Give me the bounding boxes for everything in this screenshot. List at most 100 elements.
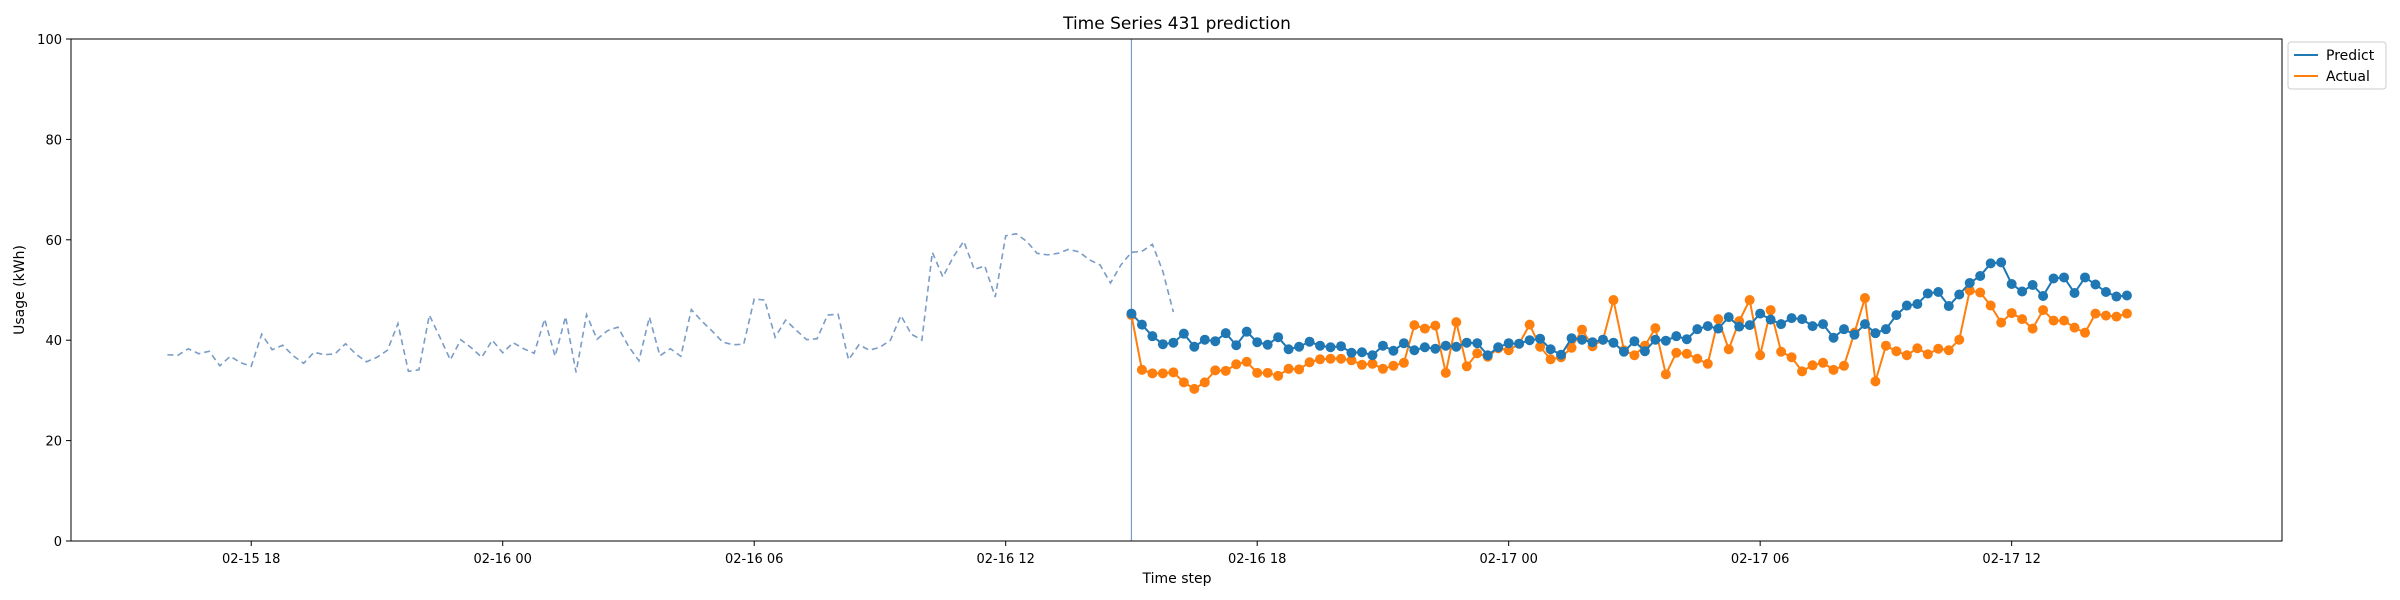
predict-point [1377, 340, 1388, 351]
x-tick-label: 02-17 12 [1982, 552, 2040, 567]
predict-point [1419, 342, 1430, 353]
predict-point [1514, 338, 1525, 349]
actual-point [1461, 361, 1472, 372]
x-tick-label: 02-17 00 [1479, 552, 1537, 567]
actual-point [1859, 293, 1870, 304]
predict-point [1933, 287, 1944, 298]
predict-point [1315, 340, 1326, 351]
actual-point [1818, 357, 1829, 368]
predict-point [1451, 341, 1462, 352]
predict-point [2038, 291, 2049, 302]
actual-point [1283, 363, 1294, 374]
actual-point [1660, 369, 1671, 380]
actual-point [1870, 376, 1881, 387]
predict-point [1472, 338, 1483, 349]
predict-point [1157, 339, 1168, 350]
x-tick-label: 02-16 18 [1228, 552, 1286, 567]
predict-point [1964, 277, 1975, 288]
actual-point [1409, 320, 1420, 331]
y-tick-label: 0 [54, 535, 62, 550]
predict-point [1283, 344, 1294, 355]
predict-point [2069, 288, 2080, 299]
predict-point [2006, 278, 2017, 289]
actual-point [2017, 314, 2028, 325]
x-axis-label: Time step [1142, 571, 1212, 587]
actual-point [1262, 367, 1273, 378]
actual-point [1241, 356, 1252, 367]
actual-point [1178, 377, 1189, 388]
actual-point [1629, 350, 1640, 361]
actual-point [1398, 357, 1409, 368]
predict-point [1493, 342, 1504, 353]
actual-point [1304, 357, 1315, 368]
predict-point [2090, 279, 2101, 290]
predict-point [1367, 350, 1378, 361]
y-tick-label: 40 [45, 334, 62, 349]
x-tick-label: 02-16 12 [976, 552, 1034, 567]
predict-point [1849, 329, 1860, 340]
actual-point [2038, 305, 2049, 316]
actual-point [1566, 342, 1577, 353]
predict-point [1618, 346, 1629, 357]
actual-point [1157, 368, 1168, 379]
actual-point [1797, 366, 1808, 377]
actual-point [1231, 359, 1242, 370]
actual-point [1713, 314, 1724, 325]
series-actual [1126, 285, 2132, 394]
actual-point [1838, 360, 1849, 371]
predict-point [1985, 258, 1996, 269]
predict-point [2100, 287, 2111, 298]
predict-point [1356, 347, 1367, 358]
actual-point [1807, 360, 1818, 371]
predict-point [1744, 320, 1755, 331]
actual-point [1954, 334, 1965, 345]
predict-point [1126, 308, 1137, 319]
predict-point [2080, 272, 2090, 283]
y-tick-label: 80 [45, 133, 62, 148]
actual-point [1891, 346, 1902, 357]
actual-point [1388, 360, 1399, 371]
x-tick-label: 02-17 06 [1731, 552, 1789, 567]
actual-point [1943, 345, 1954, 356]
predict-point [1503, 338, 1514, 349]
predict-point [1660, 335, 1671, 346]
actual-point [1650, 323, 1661, 334]
actual-point [1964, 285, 1975, 296]
predict-point [1765, 314, 1776, 325]
predict-point [1734, 321, 1745, 332]
actual-point [1356, 359, 1367, 370]
actual-point [1168, 367, 1179, 378]
predict-point [1797, 314, 1808, 325]
actual-point [1367, 358, 1378, 369]
history-line [167, 232, 1175, 373]
actual-point [2069, 322, 2080, 333]
predict-point [1147, 331, 1158, 342]
actual-point [1419, 323, 1430, 334]
actual-point [2080, 327, 2090, 338]
predict-point [1535, 333, 1546, 344]
predict-point [1901, 300, 1912, 311]
actual-point [1136, 364, 1147, 375]
actual-point [1472, 348, 1483, 359]
predict-point [1178, 328, 1189, 339]
actual-point [1702, 358, 1713, 369]
actual-point [1503, 345, 1514, 356]
predict-point [1199, 334, 1210, 345]
actual-point [1975, 287, 1986, 298]
actual-point [1220, 365, 1231, 376]
predict-point [1597, 334, 1608, 345]
predict-point [1556, 349, 1567, 360]
actual-point [1430, 320, 1441, 331]
actual-point [1933, 343, 1944, 354]
x-tick-label: 02-15 18 [222, 552, 280, 567]
actual-point [1252, 367, 1263, 378]
actual-point [1681, 348, 1692, 359]
predict-point [1818, 319, 1829, 330]
predict-point [2017, 286, 2028, 297]
predict-point [1755, 308, 1766, 319]
predict-point [1430, 343, 1441, 354]
predict-point [1566, 333, 1577, 344]
predict-point [1220, 328, 1231, 339]
actual-point [2121, 308, 2132, 319]
